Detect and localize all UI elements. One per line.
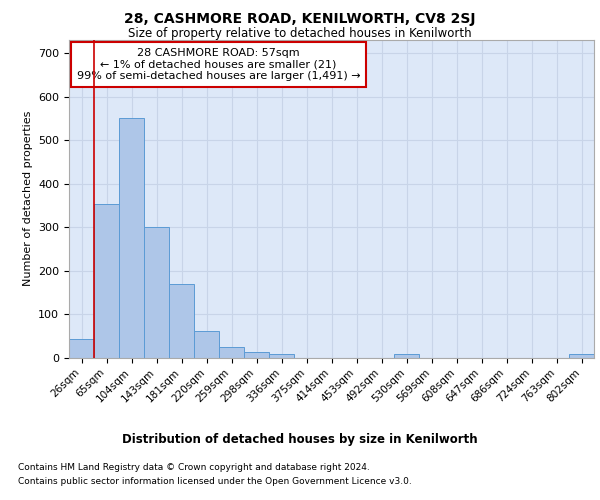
Bar: [94, 204, 119, 358]
Text: Contains HM Land Registry data © Crown copyright and database right 2024.: Contains HM Land Registry data © Crown c…: [18, 462, 370, 471]
Bar: [144, 227, 169, 358]
Bar: [394, 354, 419, 358]
Bar: [194, 332, 219, 357]
Bar: [69, 339, 94, 357]
Bar: [569, 354, 594, 358]
Bar: [119, 118, 144, 358]
Text: 28, CASHMORE ROAD, KENILWORTH, CV8 2SJ: 28, CASHMORE ROAD, KENILWORTH, CV8 2SJ: [124, 12, 476, 26]
Text: Size of property relative to detached houses in Kenilworth: Size of property relative to detached ho…: [128, 28, 472, 40]
Bar: [269, 354, 294, 358]
Bar: [219, 347, 244, 358]
Y-axis label: Number of detached properties: Number of detached properties: [23, 111, 32, 286]
Text: Distribution of detached houses by size in Kenilworth: Distribution of detached houses by size …: [122, 432, 478, 446]
Bar: [244, 352, 269, 358]
Bar: [169, 284, 194, 358]
Text: Contains public sector information licensed under the Open Government Licence v3: Contains public sector information licen…: [18, 478, 412, 486]
Text: 28 CASHMORE ROAD: 57sqm
← 1% of detached houses are smaller (21)
99% of semi-det: 28 CASHMORE ROAD: 57sqm ← 1% of detached…: [77, 48, 361, 81]
